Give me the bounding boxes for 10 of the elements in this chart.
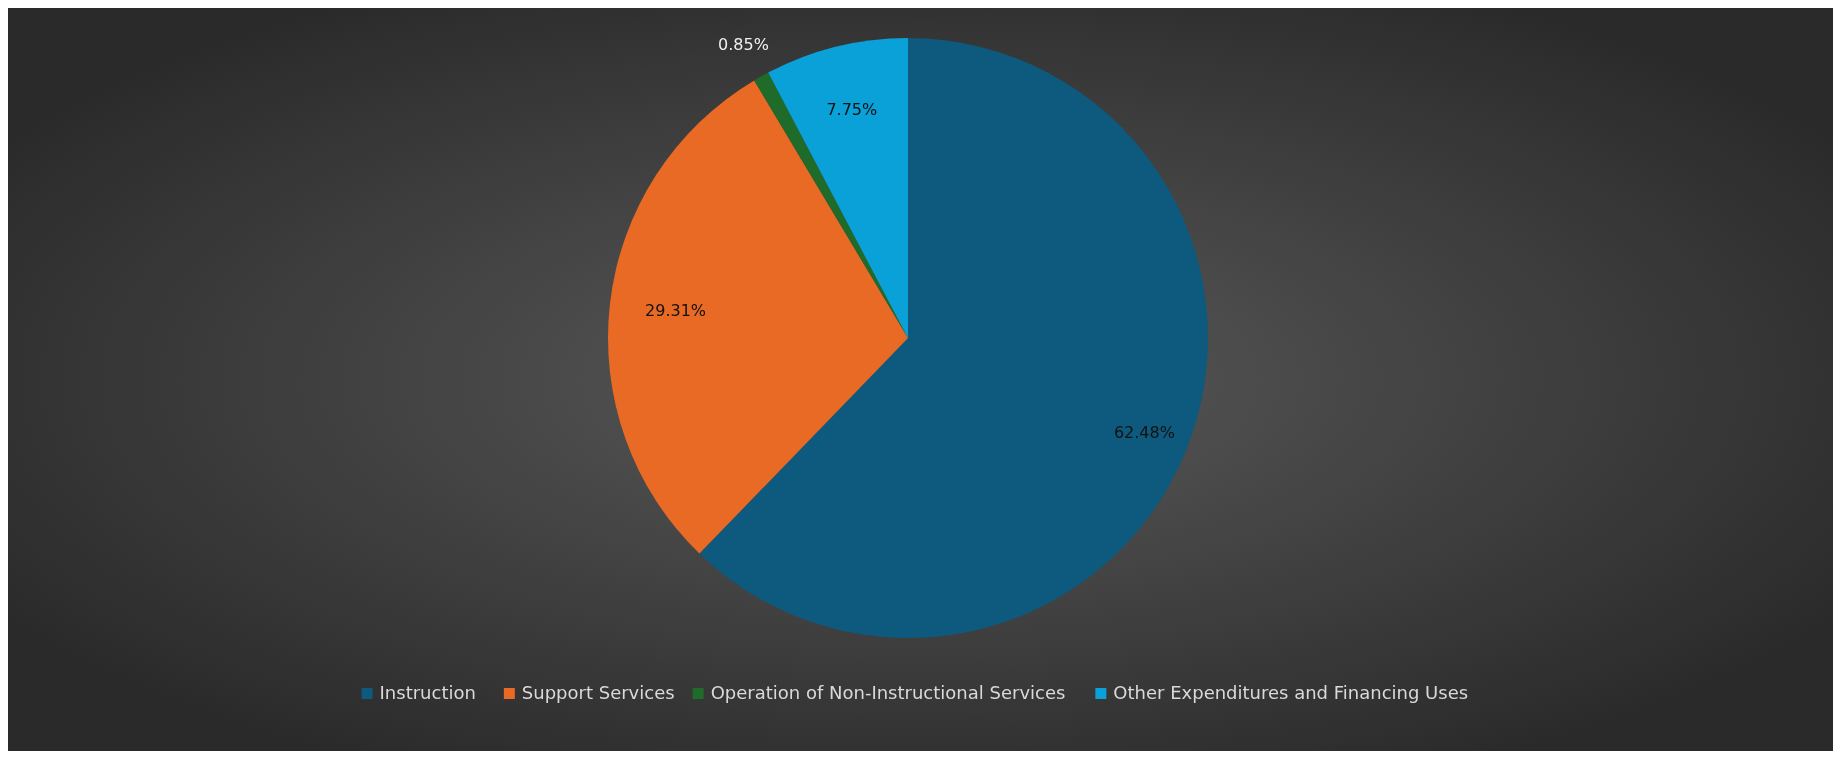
data-label: 0.85% <box>718 34 769 54</box>
legend-label: Support Services <box>521 682 675 703</box>
data-label: 62.48% <box>1113 423 1175 443</box>
data-label: 29.31% <box>645 300 707 320</box>
pie-slice <box>768 38 908 338</box>
data-label: 7.75% <box>826 100 878 120</box>
legend-label: Operation of Non-Instructional Services <box>710 682 1066 703</box>
legend-label: Instruction <box>379 682 476 703</box>
pie-slice <box>608 80 908 554</box>
legend-label: Other Expenditures and Financing Uses <box>1113 682 1469 703</box>
